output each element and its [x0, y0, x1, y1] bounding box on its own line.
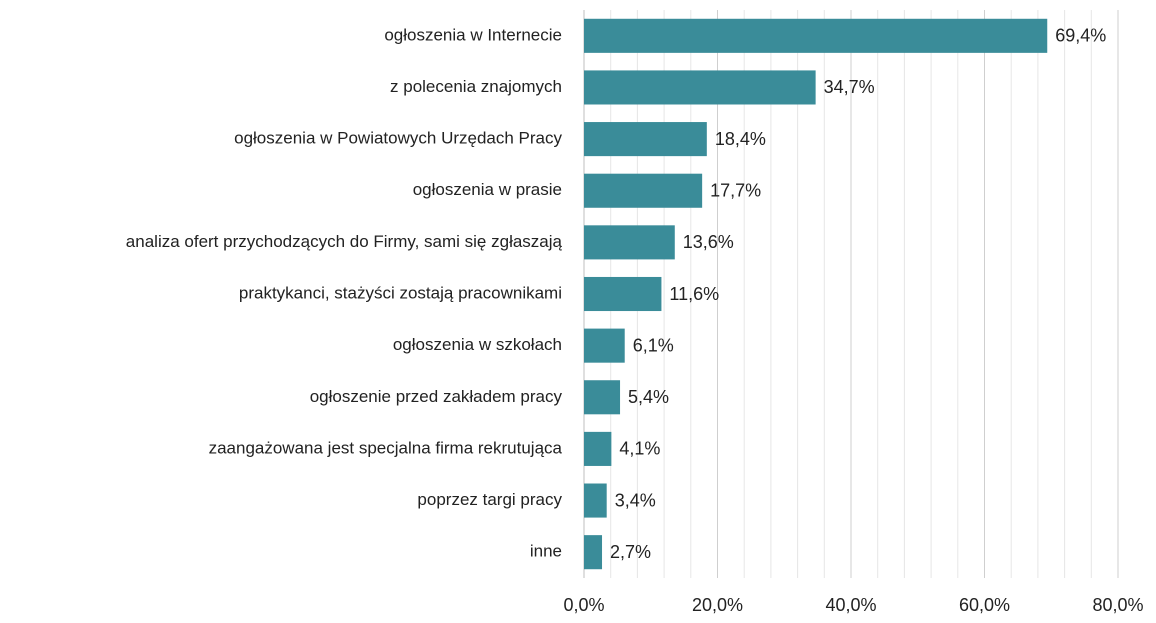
data-label: 2,7% — [610, 542, 651, 562]
data-label: 34,7% — [824, 77, 875, 97]
bar — [584, 380, 621, 415]
x-tick-label: 0,0% — [563, 595, 604, 615]
y-tick-label: inne — [530, 542, 562, 561]
bar — [584, 18, 1048, 53]
data-label: 3,4% — [615, 490, 656, 510]
bar — [584, 276, 662, 312]
bar — [584, 173, 703, 208]
bar — [584, 122, 707, 157]
data-label: 69,4% — [1055, 26, 1106, 46]
data-label: 6,1% — [633, 335, 674, 355]
bar — [584, 535, 603, 570]
x-tick-label: 20,0% — [692, 595, 743, 615]
y-tick-label: ogłoszenia w Powiatowych Urzędach Pracy — [234, 129, 562, 148]
data-label: 5,4% — [628, 387, 669, 407]
y-tick-label: praktykanci, stażyści zostają pracownika… — [239, 283, 562, 302]
data-label: 11,6% — [669, 284, 719, 304]
y-tick-label: ogłoszenia w Internecie — [384, 25, 562, 44]
bar — [584, 328, 625, 363]
y-tick-label: ogłoszenia w szkołach — [393, 335, 562, 354]
x-tick-label: 40,0% — [825, 595, 876, 615]
bar — [584, 225, 675, 260]
bar — [584, 431, 612, 466]
data-label: 18,4% — [715, 129, 766, 149]
y-tick-label: ogłoszenie przed zakładem pracy — [310, 387, 563, 406]
y-tick-label: poprzez targi pracy — [417, 490, 562, 509]
data-label: 17,7% — [710, 180, 761, 200]
x-tick-label: 60,0% — [959, 595, 1010, 615]
y-tick-label: z polecenia znajomych — [390, 77, 562, 96]
y-tick-label: ogłoszenia w prasie — [413, 180, 562, 199]
data-label: 4,1% — [619, 439, 660, 459]
y-tick-label: zaangażowana jest specjalna firma rekrut… — [209, 438, 563, 457]
data-label: 13,6% — [683, 232, 734, 252]
bar — [584, 70, 816, 105]
x-tick-label: 80,0% — [1092, 595, 1143, 615]
y-tick-label: analiza ofert przychodzących do Firmy, s… — [126, 232, 563, 251]
bar — [584, 483, 607, 518]
